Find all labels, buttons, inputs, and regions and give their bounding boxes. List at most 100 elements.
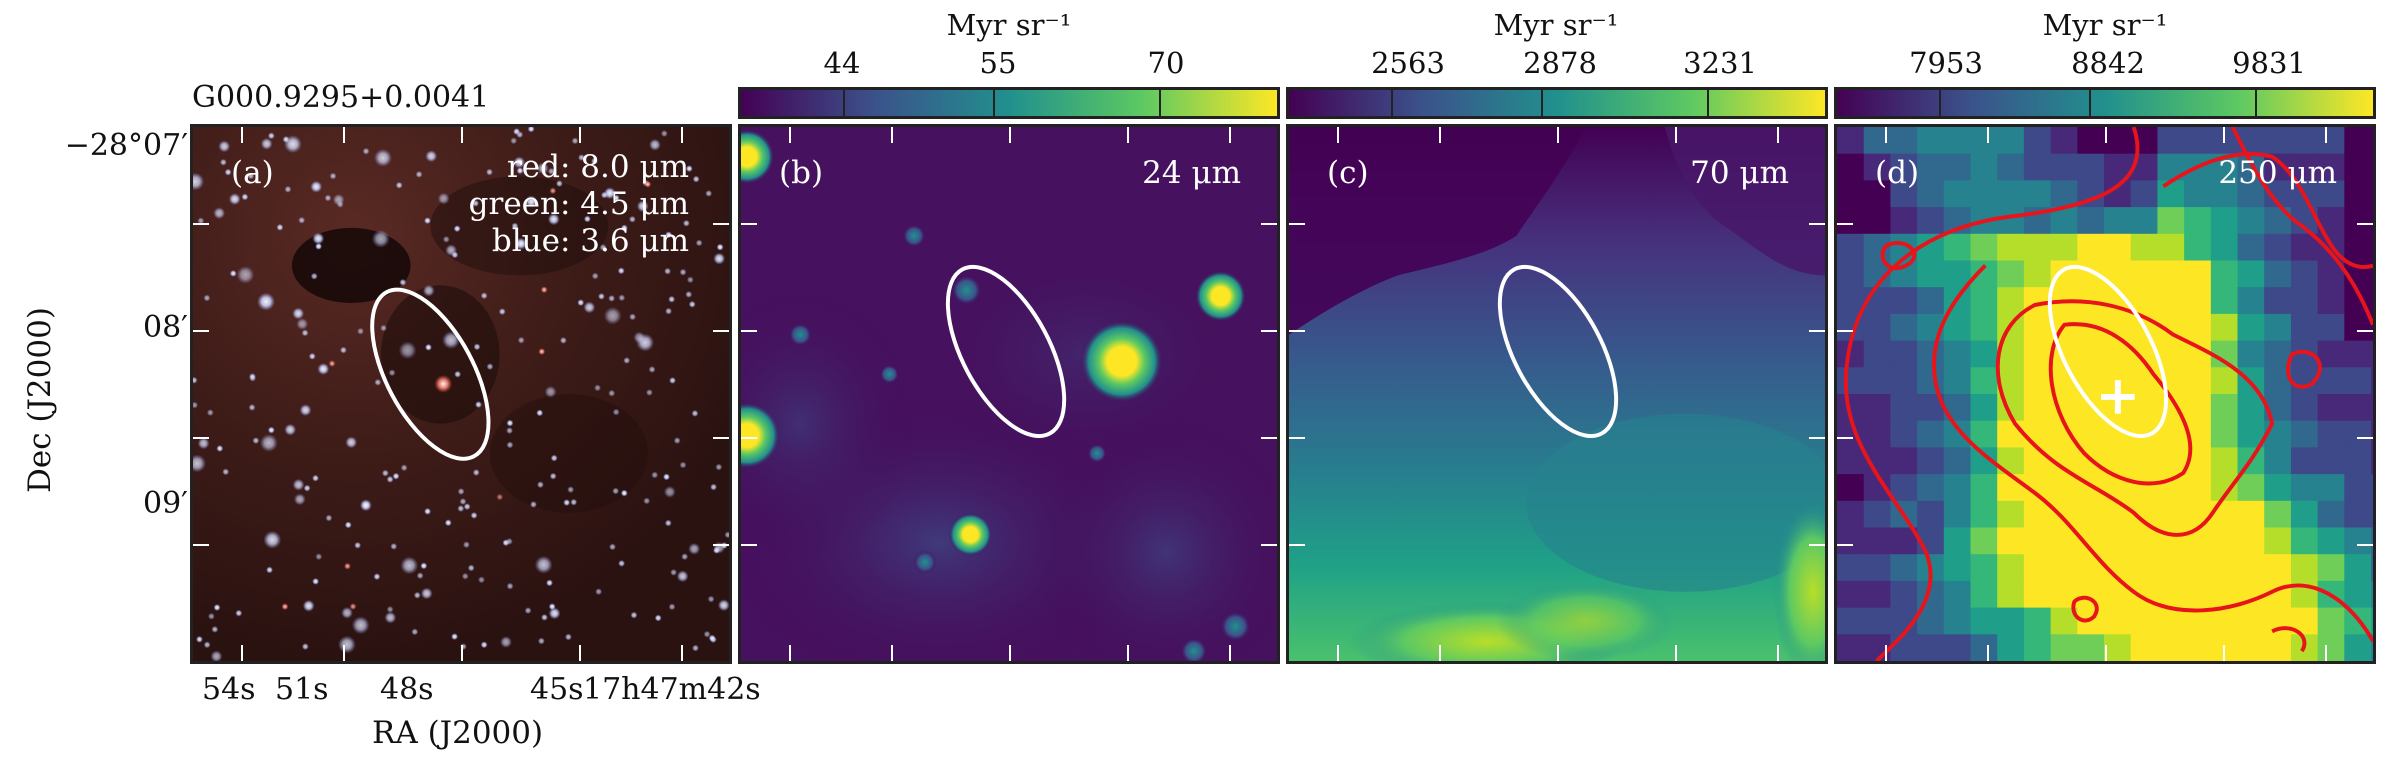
colorbar-tick-mark: [1938, 90, 1941, 116]
peak-marker: [2101, 380, 2135, 414]
axis-tick-mark: [1261, 543, 1277, 546]
panel-b-colorbar-tick: 70: [1147, 46, 1185, 80]
panel-d-colorbar-tick: 7953: [1909, 46, 1983, 80]
y-axis-title: Dec (J2000): [22, 307, 58, 493]
axis-tick-mark: [1289, 436, 1305, 439]
panel-c-band-label: 70 μm: [1690, 155, 1789, 191]
image-250um: [1837, 127, 2373, 661]
axis-tick-mark: [2357, 543, 2373, 546]
panel-b-24um-image: (b) 24 μm: [738, 124, 1280, 664]
colorbar-tick-mark: [1540, 90, 1543, 116]
colorbar-tick-mark: [842, 90, 845, 116]
axis-tick-mark: [1261, 223, 1277, 226]
panel-d-band-label: 250 μm: [2218, 155, 2337, 191]
axis-tick-mark: [2324, 127, 2327, 143]
panel-b-letter: (b): [779, 155, 824, 191]
axis-tick-mark: [193, 543, 209, 546]
axis-tick-mark: [241, 645, 244, 661]
axis-tick-mark: [1809, 223, 1825, 226]
colorbar-tick-mark: [1390, 90, 1393, 116]
axis-tick-mark: [1557, 127, 1559, 143]
axis-tick-mark: [1837, 436, 1853, 439]
axis-tick-mark: [193, 436, 209, 439]
panel-d-colorbar-tick: 8842: [2071, 46, 2145, 80]
axis-tick-mark: [713, 543, 729, 546]
ra-tick-label: 54s: [202, 672, 256, 707]
panel-c-colorbar-tick: 3231: [1683, 46, 1757, 80]
axis-tick-mark: [461, 645, 463, 661]
ra-tick-label: 17h47m42s: [583, 672, 761, 707]
axis-tick-mark: [1987, 127, 1990, 143]
band-label-blue: blue: 3.6 μm: [491, 223, 689, 259]
dec-tick-label: 08′: [143, 310, 188, 345]
band-label-green: green: 4.5 μm: [468, 186, 689, 222]
image-70um: [1289, 127, 1825, 661]
panel-b-colorbar-tick: 44: [823, 46, 861, 80]
rgb-image: [193, 127, 729, 661]
axis-tick-mark: [2222, 645, 2225, 661]
colorbar-tick-mark: [2088, 90, 2091, 116]
axis-tick-mark: [241, 127, 244, 143]
panel-b-colorbar-tick: 55: [979, 46, 1017, 80]
axis-tick-mark: [1837, 223, 1853, 226]
axis-tick-mark: [1126, 645, 1129, 661]
ra-tick-label: 45s: [530, 672, 584, 707]
panel-c-colorbar-tick: 2878: [1523, 46, 1597, 80]
axis-tick-mark: [2324, 645, 2327, 661]
axis-tick-mark: [1261, 436, 1277, 439]
axis-tick-mark: [1674, 645, 1677, 661]
axis-tick-mark: [343, 127, 346, 143]
axis-tick-mark: [1439, 127, 1442, 143]
dec-tick-label: −28°07′: [64, 128, 188, 163]
panel-b-band-label: 24 μm: [1142, 155, 1241, 191]
axis-tick-mark: [1776, 645, 1779, 661]
colorbar-tick-mark: [2255, 90, 2258, 116]
x-axis-title: RA (J2000): [372, 715, 544, 751]
axis-tick-mark: [1809, 436, 1825, 439]
axis-tick-mark: [1809, 543, 1825, 546]
panel-c-colorbar-tick: 2563: [1371, 46, 1445, 80]
axis-tick-mark: [1809, 329, 1825, 332]
panel-d-colorbar: [1834, 87, 2376, 119]
panel-d-colorbar-tick: 9831: [2232, 46, 2306, 80]
source-name: G000.9295+0.0041: [192, 80, 490, 115]
axis-tick-mark: [680, 127, 683, 143]
axis-tick-mark: [2222, 127, 2225, 143]
panel-c-letter: (c): [1327, 155, 1369, 191]
panel-d-250um-image: (d) 250 μm: [1834, 124, 2376, 664]
axis-tick-mark: [1289, 223, 1305, 226]
axis-tick-mark: [343, 645, 346, 661]
axis-tick-mark: [1337, 645, 1340, 661]
colorbar-tick-mark: [1707, 90, 1710, 116]
axis-tick-mark: [1885, 127, 1888, 143]
panel-b-colorbar: [738, 87, 1280, 119]
colorbar-tick-mark: [992, 90, 995, 116]
axis-tick-mark: [891, 645, 894, 661]
axis-tick-mark: [1337, 127, 1340, 143]
ra-tick-label: 51s: [275, 672, 329, 707]
axis-tick-mark: [1289, 543, 1305, 546]
axis-tick-mark: [1228, 127, 1231, 143]
axis-tick-mark: [1009, 127, 1011, 143]
axis-tick-mark: [193, 329, 209, 332]
axis-tick-mark: [1261, 329, 1277, 332]
dec-tick-label: 09′: [143, 486, 188, 521]
panel-b-colorbar-unit: Myr sr⁻¹: [946, 8, 1072, 42]
axis-tick-mark: [741, 543, 757, 546]
axis-tick-mark: [891, 127, 894, 143]
axis-tick-mark: [1289, 329, 1305, 332]
axis-tick-mark: [1674, 127, 1677, 143]
axis-tick-mark: [1837, 543, 1853, 546]
axis-tick-mark: [713, 329, 729, 332]
panel-d-colorbar-unit: Myr sr⁻¹: [2042, 8, 2168, 42]
axis-tick-mark: [2357, 436, 2373, 439]
panel-c-colorbar-unit: Myr sr⁻¹: [1493, 8, 1619, 42]
axis-tick-mark: [1776, 127, 1779, 143]
image-24um: [741, 127, 1277, 661]
contour-lines: [1843, 127, 2373, 661]
axis-tick-mark: [741, 223, 757, 226]
panel-d-letter: (d): [1875, 155, 1920, 191]
axis-tick-mark: [2105, 645, 2107, 661]
panel-c-70um-image: (c) 70 μm: [1286, 124, 1828, 664]
colorbar-tick-mark: [1159, 90, 1162, 116]
